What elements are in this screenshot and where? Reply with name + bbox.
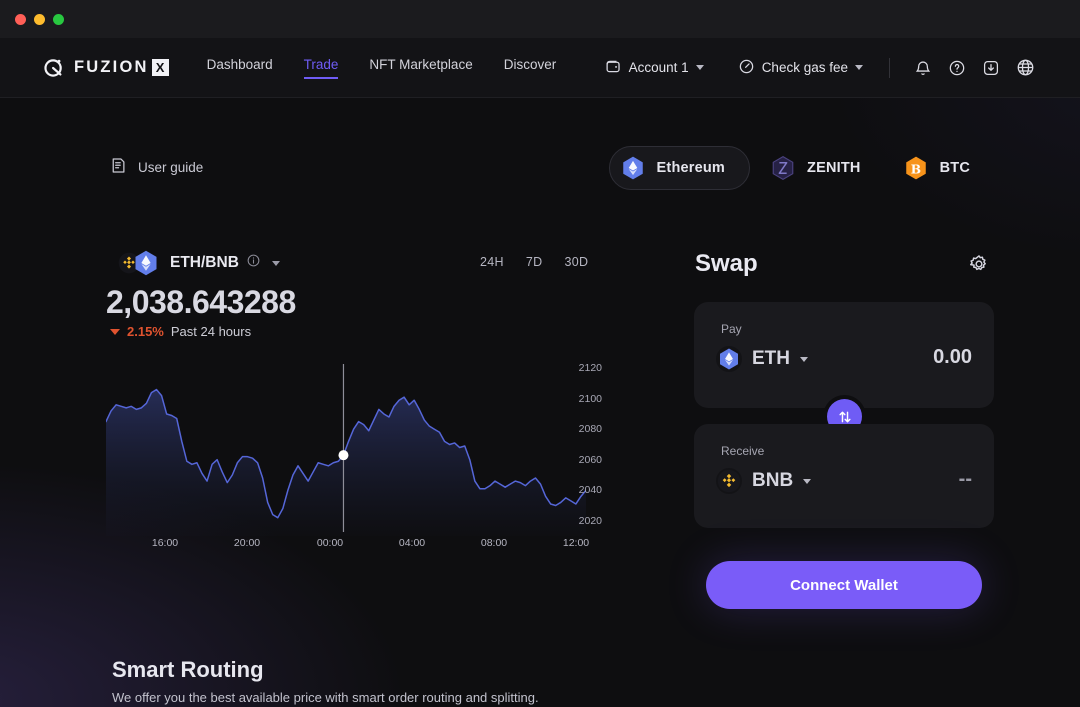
receive-label: Receive	[721, 444, 765, 458]
top-navigation-bar: FUZION X Dashboard Trade NFT Marketplace …	[0, 38, 1080, 98]
nav-right-cluster: Account 1 Check gas fee	[597, 52, 1080, 84]
y-axis-tick: 2020	[578, 514, 602, 527]
y-axis-tick: 2120	[578, 362, 602, 375]
bitcoin-icon: B	[905, 156, 926, 180]
y-axis-tick: 2060	[578, 453, 602, 466]
ethereum-icon	[716, 346, 742, 372]
maximize-window-button[interactable]	[53, 13, 64, 25]
network-label-zenith: ZENITH	[807, 160, 861, 176]
nav-link-trade[interactable]: Trade	[303, 57, 339, 79]
brand-word: FUZION	[74, 58, 149, 76]
range-tab-24h[interactable]: 24H	[480, 255, 504, 269]
swap-pay-card: Pay ETH 0.00	[694, 302, 994, 408]
bnb-icon	[118, 252, 140, 274]
chart-range-tabs: 24H 7D 30D	[480, 255, 588, 269]
network-label-ethereum: Ethereum	[656, 160, 726, 176]
account-selector[interactable]: Account 1	[597, 52, 712, 84]
y-axis-tick: 2040	[578, 484, 602, 497]
nav-links: Dashboard Trade NFT Marketplace Discover	[206, 56, 557, 79]
ethereum-icon	[135, 250, 157, 276]
fuzion-logo-icon	[43, 57, 65, 79]
account-label: Account 1	[628, 60, 689, 75]
chevron-down-icon	[695, 65, 704, 70]
smart-routing-subtitle: We offer you the best available price wi…	[112, 690, 539, 705]
download-icon[interactable]	[976, 53, 1006, 83]
bnb-icon	[716, 468, 742, 494]
network-label-btc: BTC	[939, 160, 970, 176]
document-icon	[110, 156, 128, 178]
info-icon[interactable]	[247, 254, 260, 272]
network-chip-ethereum[interactable]: Ethereum	[608, 146, 751, 190]
price-chart[interactable]	[105, 356, 587, 536]
brand-logo[interactable]: FUZION X	[43, 57, 169, 79]
chart-x-axis: 16:00 20:00 00:00 04:00 08:00 12:00	[106, 537, 606, 553]
chevron-down-icon	[803, 478, 812, 484]
receive-amount: --	[958, 468, 972, 490]
x-axis-tick: 04:00	[398, 537, 426, 549]
pay-label: Pay	[721, 322, 742, 336]
pay-token-name: ETH	[752, 348, 790, 369]
chevron-down-icon	[855, 65, 863, 70]
nav-link-dashboard[interactable]: Dashboard	[206, 56, 273, 72]
globe-icon[interactable]	[1010, 53, 1040, 83]
price-change-percent: 2.15%	[127, 324, 164, 339]
x-axis-tick: 16:00	[151, 537, 179, 549]
trading-pair-selector[interactable]: ETH/BNB	[118, 249, 280, 277]
network-chip-zenith[interactable]: ZENITH	[760, 147, 883, 189]
price-chart-svg	[105, 364, 587, 536]
chevron-down-icon	[800, 356, 808, 362]
receive-token-selector[interactable]: BNB	[716, 468, 812, 494]
zenith-icon	[772, 155, 794, 181]
pair-icons	[118, 249, 162, 277]
range-tab-7d[interactable]: 7D	[525, 255, 543, 269]
connect-wallet-button[interactable]: Connect Wallet	[706, 561, 982, 609]
current-price: 2,038.643288	[106, 284, 296, 320]
network-selector: Ethereum ZENITH B BTC	[608, 146, 992, 190]
nav-link-nft-marketplace[interactable]: NFT Marketplace	[369, 56, 473, 72]
user-guide-label: User guide	[138, 159, 204, 175]
minimize-window-button[interactable]	[34, 13, 45, 25]
nav-link-discover[interactable]: Discover	[503, 56, 557, 72]
gas-fee-selector[interactable]: Check gas fee	[730, 52, 871, 84]
receive-token-name: BNB	[752, 470, 794, 491]
ethereum-icon	[622, 156, 643, 180]
y-axis-tick: 2080	[578, 423, 602, 436]
svg-text:B: B	[910, 162, 920, 176]
network-chip-btc[interactable]: B BTC	[893, 147, 992, 189]
brand-accent-letter: X	[151, 59, 169, 76]
bell-icon[interactable]	[908, 53, 938, 83]
trend-down-icon	[110, 328, 120, 335]
chart-y-axis: 2120 2100 2080 2060 2040 2020	[556, 356, 602, 541]
gear-icon[interactable]	[968, 253, 990, 280]
gauge-icon	[738, 58, 755, 78]
close-window-button[interactable]	[15, 13, 26, 25]
x-axis-tick: 20:00	[233, 537, 261, 549]
y-axis-tick: 2100	[578, 392, 602, 405]
range-tab-30d[interactable]: 30D	[564, 255, 589, 269]
user-guide-link[interactable]: User guide	[110, 156, 203, 178]
x-axis-tick: 00:00	[316, 537, 344, 549]
wallet-icon	[605, 58, 622, 78]
nav-divider	[889, 57, 890, 78]
pair-name: ETH/BNB	[170, 254, 239, 271]
swap-panel-title: Swap	[695, 250, 758, 277]
x-axis-tick: 12:00	[562, 537, 590, 549]
gas-fee-label: Check gas fee	[761, 60, 848, 75]
swap-receive-card: Receive BNB --	[694, 424, 994, 528]
smart-routing-title: Smart Routing	[112, 657, 264, 682]
help-circle-icon[interactable]	[942, 53, 972, 83]
x-axis-tick: 08:00	[480, 537, 508, 549]
price-change: 2.15% Past 24 hours	[110, 324, 251, 339]
price-change-period: Past 24 hours	[170, 324, 252, 339]
window-titlebar	[0, 0, 1080, 38]
chevron-down-icon[interactable]	[271, 260, 280, 266]
pay-token-selector[interactable]: ETH	[716, 346, 808, 372]
pay-amount[interactable]: 0.00	[933, 346, 972, 368]
brand-name: FUZION X	[74, 58, 169, 77]
